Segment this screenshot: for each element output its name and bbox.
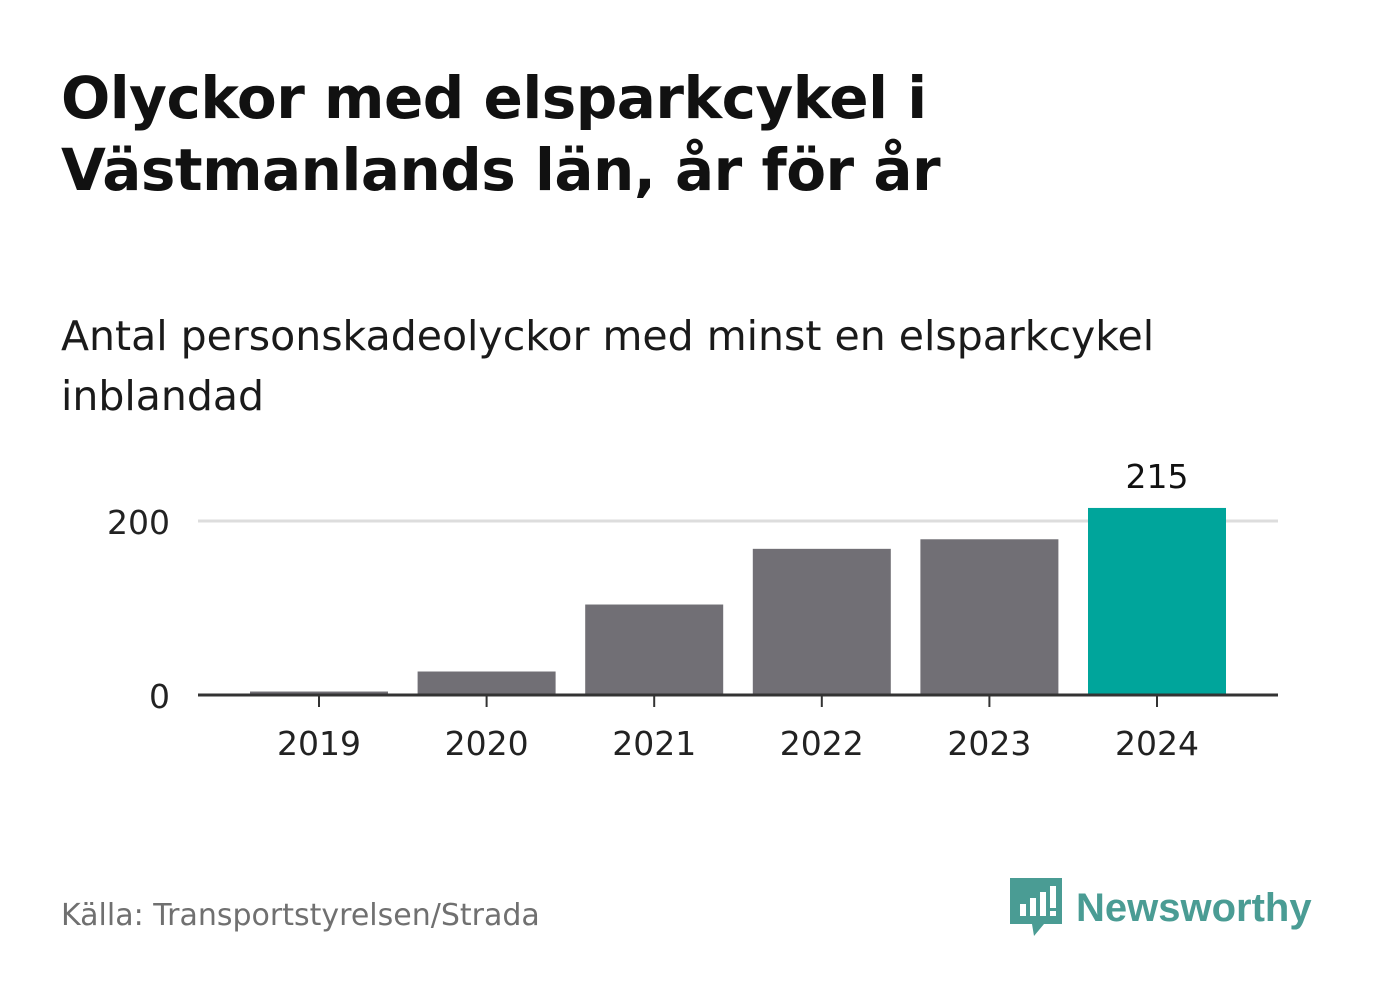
bar-2022 xyxy=(752,548,891,695)
data-label-2024: 215 xyxy=(1126,457,1189,496)
brand: Newsworthy xyxy=(1010,878,1312,938)
chart-subtitle-line-2: inblandad xyxy=(61,372,265,420)
y-tick-label-0: 0 xyxy=(149,677,170,716)
chart-title-line-2: Västmanlands län, år för år xyxy=(61,136,941,204)
x-tick-label-2023: 2023 xyxy=(947,724,1031,763)
newsworthy-logo-icon xyxy=(1010,878,1062,936)
bar-2021 xyxy=(585,604,724,695)
chart-title-line-1: Olyckor med elsparkcykel i xyxy=(61,64,927,132)
bar-2019 xyxy=(250,691,388,695)
chart-subtitle-line-1: Antal personskadeolyckor med minst en el… xyxy=(61,312,1155,360)
x-tick-label-2020: 2020 xyxy=(445,724,529,763)
brand-name: Newsworthy xyxy=(1076,885,1312,930)
x-tick-label-2024: 2024 xyxy=(1115,724,1199,763)
x-tick-label-2022: 2022 xyxy=(780,724,864,763)
source-note: Källa: Transportstyrelsen/Strada xyxy=(61,898,540,933)
chart-subtitle: Antal personskadeolyckor med minst en el… xyxy=(61,306,1311,426)
x-tick-label-2019: 2019 xyxy=(277,724,361,763)
x-tick-label-2021: 2021 xyxy=(612,724,696,763)
bar-2020 xyxy=(417,671,556,695)
y-tick-label-200: 200 xyxy=(107,503,170,542)
bar-2023 xyxy=(920,539,1059,695)
chart-title: Olyckor med elsparkcykel i Västmanlands … xyxy=(61,62,1211,206)
bar-2024 xyxy=(1088,507,1226,695)
